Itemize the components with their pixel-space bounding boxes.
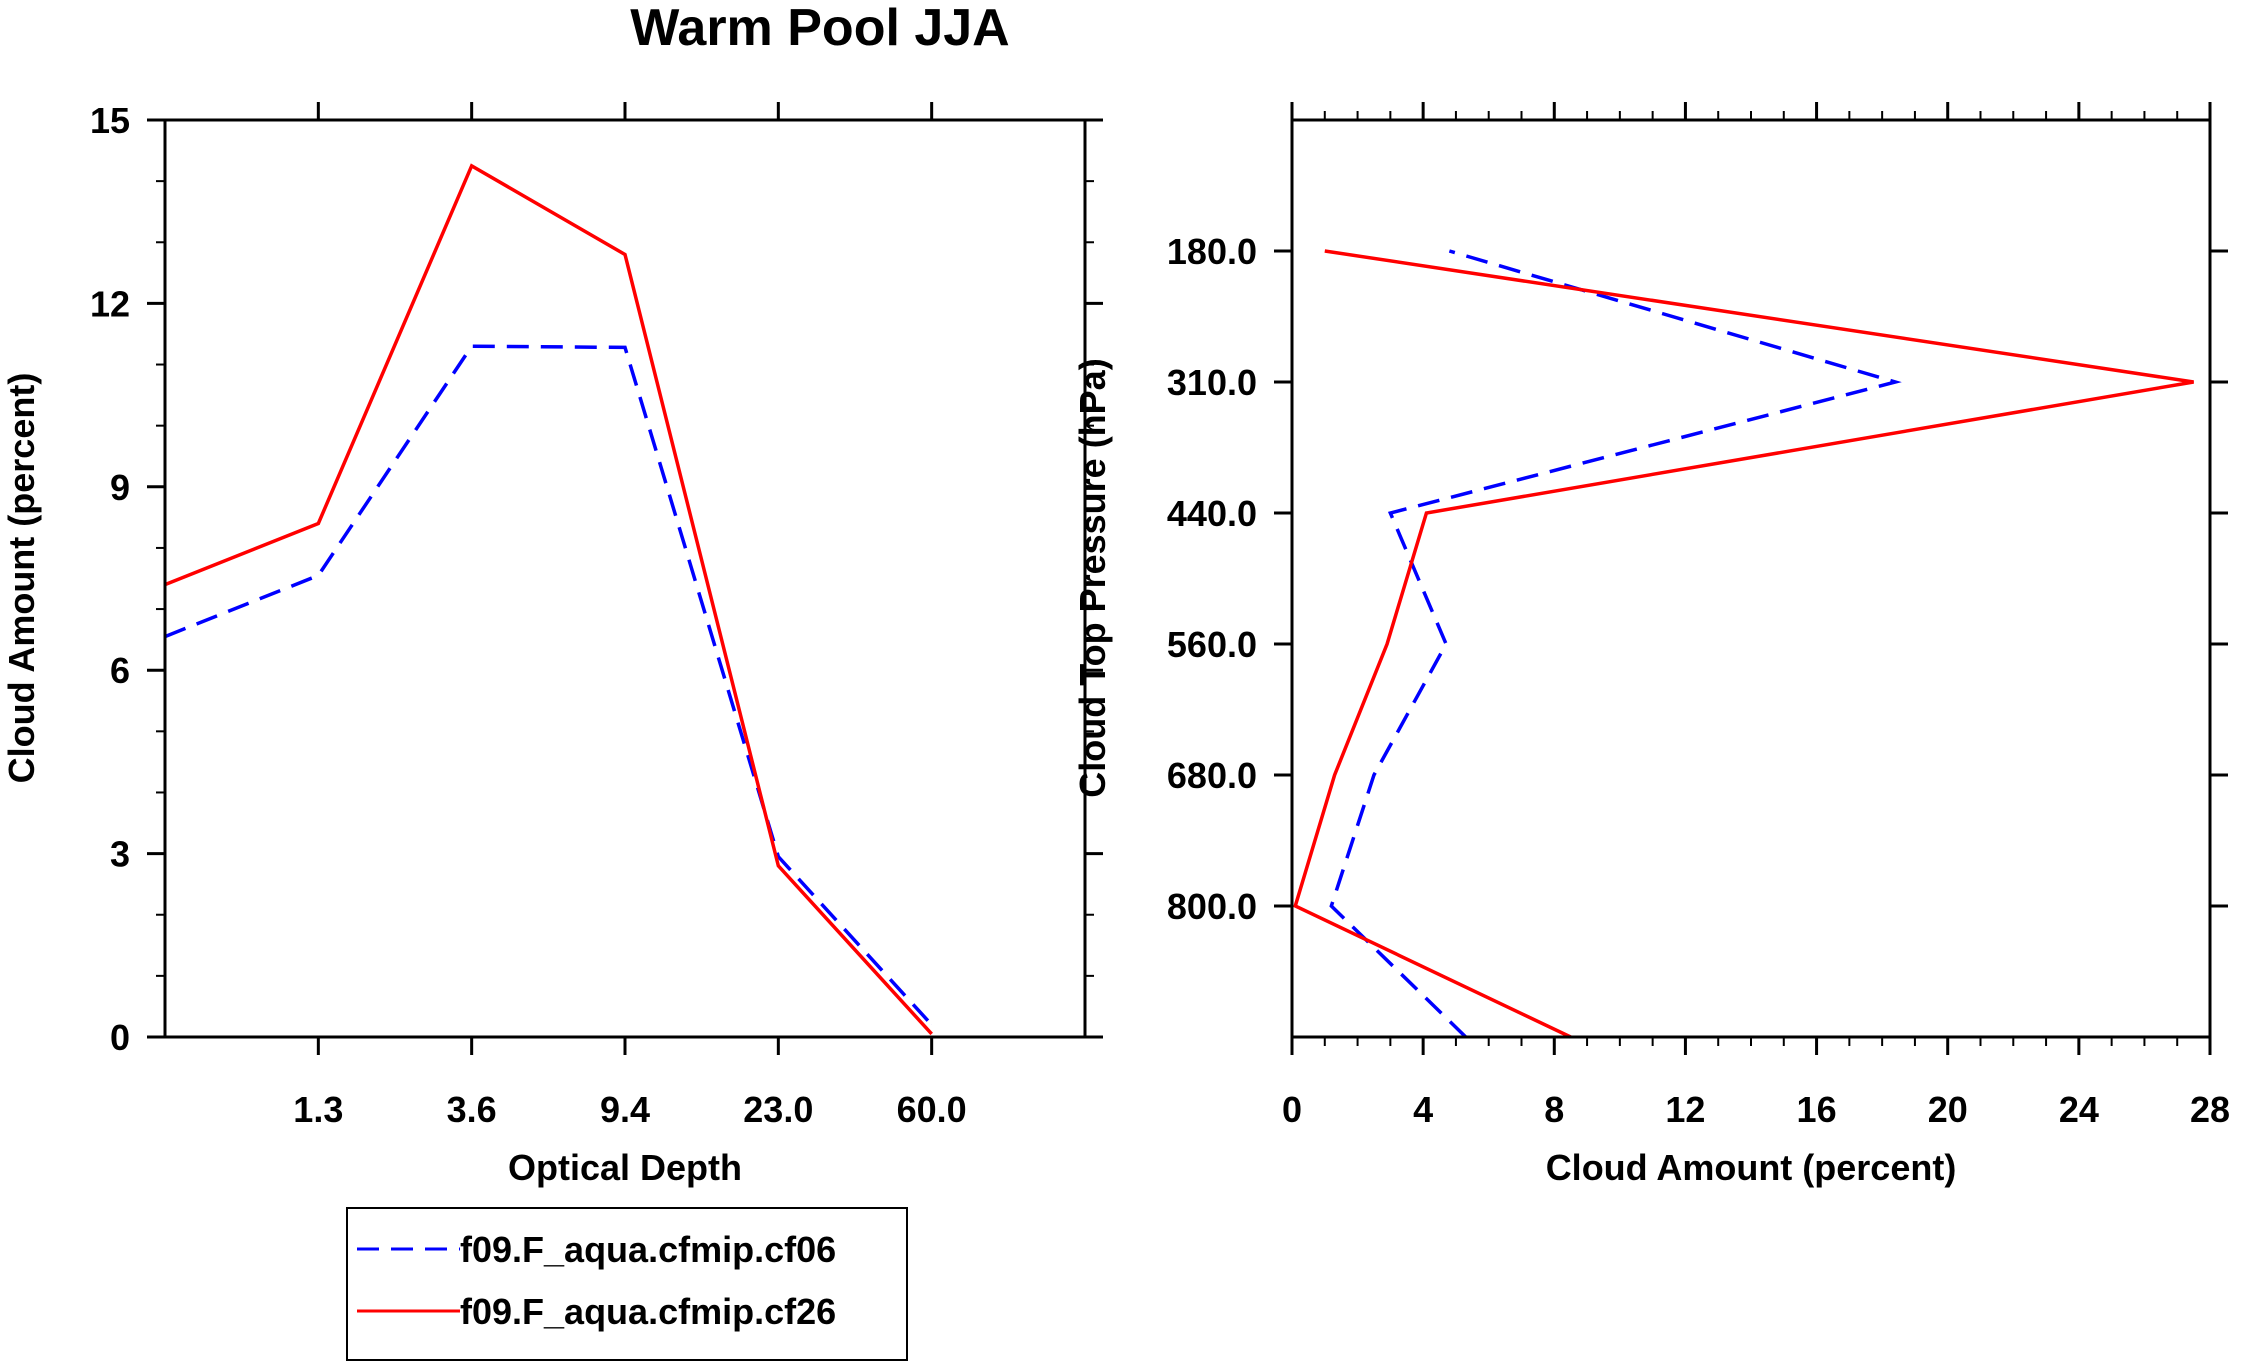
right-x-tick-label: 24	[2059, 1089, 2099, 1130]
left-x-tick-label: 1.3	[293, 1089, 343, 1130]
left-y-axis-label: Cloud Amount (percent)	[1, 373, 42, 784]
right-y-axis-label: Cloud Top Pressure (hPa)	[1072, 358, 1113, 797]
left-series-line-1	[164, 163, 933, 1036]
legend: f09.F_aqua.cfmip.cf06 f09.F_aqua.cfmip.c…	[346, 1207, 908, 1361]
legend-box	[346, 1207, 908, 1361]
left-axes: 0 3 6 9 12 15 1.3 3.6 9.4 23.0 60.0	[90, 100, 1103, 1130]
right-series-line-1	[1293, 249, 2194, 1039]
chart-title: Warm Pool JJA	[630, 0, 1010, 57]
left-y-tick-label: 0	[110, 1017, 130, 1058]
right-x-axis-label: Cloud Amount (percent)	[1546, 1147, 1957, 1188]
legend-label-cf06: f09.F_aqua.cfmip.cf06	[460, 1229, 836, 1270]
right-x-tick-label: 20	[1928, 1089, 1968, 1130]
right-plot-frame	[1290, 118, 2212, 1039]
right-x-tick-label: 16	[1797, 1089, 1837, 1130]
right-panel: 0 4 8 12 16 20 24 28 180.0 310.0 440.0 560.0 680.0 80…	[1072, 102, 2230, 1188]
right-y-tick-label: 180.0	[1167, 231, 1257, 272]
left-x-tick-label: 60.0	[897, 1089, 967, 1130]
left-series-group	[164, 163, 933, 1036]
right-x-tick-label: 0	[1282, 1089, 1302, 1130]
left-y-tick-label: 3	[110, 834, 130, 875]
right-x-tick-label: 12	[1665, 1089, 1705, 1130]
left-y-tick-label: 15	[90, 100, 130, 141]
right-y-tick-label: 310.0	[1167, 362, 1257, 403]
right-x-tick-label: 28	[2190, 1089, 2230, 1130]
right-series-line-0	[1329, 249, 1902, 1039]
right-y-tick-label: 800.0	[1167, 886, 1257, 927]
right-y-tick-label: 560.0	[1167, 624, 1257, 665]
left-x-tick-label: 3.6	[447, 1089, 497, 1130]
left-y-tick-label: 9	[110, 467, 130, 508]
left-x-tick-label: 23.0	[743, 1089, 813, 1130]
legend-label-cf26: f09.F_aqua.cfmip.cf26	[460, 1291, 836, 1332]
right-axes: 0 4 8 12 16 20 24 28 180.0 310.0 440.0 560.0 680.0 80…	[1167, 102, 2230, 1130]
right-x-tick-label: 8	[1544, 1089, 1564, 1130]
left-series-line-0	[164, 344, 933, 1026]
left-y-tick-label: 6	[110, 650, 130, 691]
right-series-group	[1293, 249, 2194, 1039]
right-y-tick-label: 440.0	[1167, 493, 1257, 534]
right-y-tick-label: 680.0	[1167, 755, 1257, 796]
left-y-tick-label: 12	[90, 283, 130, 324]
left-x-tick-label: 9.4	[600, 1089, 650, 1130]
right-x-tick-label: 4	[1413, 1089, 1433, 1130]
left-x-axis-label: Optical Depth	[508, 1147, 742, 1188]
